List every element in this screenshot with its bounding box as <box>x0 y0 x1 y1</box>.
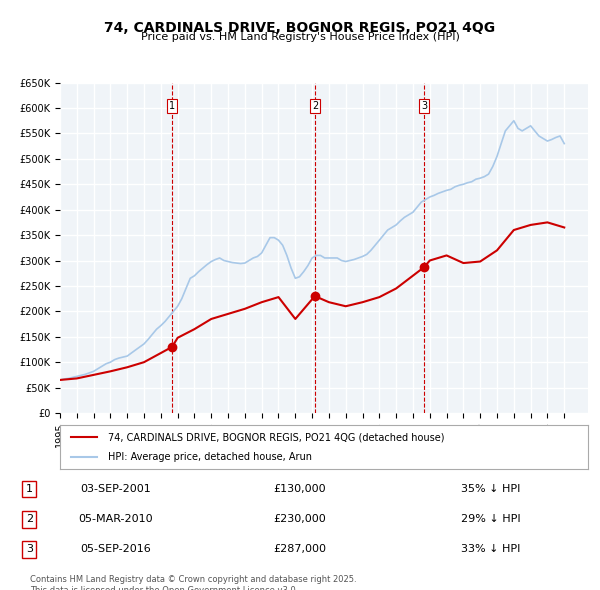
Text: 3: 3 <box>26 545 33 555</box>
Text: 35% ↓ HPI: 35% ↓ HPI <box>461 484 521 494</box>
Text: £130,000: £130,000 <box>274 484 326 494</box>
Text: Price paid vs. HM Land Registry's House Price Index (HPI): Price paid vs. HM Land Registry's House … <box>140 32 460 42</box>
Text: 05-MAR-2010: 05-MAR-2010 <box>79 514 153 524</box>
Text: 2: 2 <box>312 101 318 111</box>
Text: HPI: Average price, detached house, Arun: HPI: Average price, detached house, Arun <box>107 452 311 461</box>
Text: 2: 2 <box>26 514 33 524</box>
Text: £230,000: £230,000 <box>274 514 326 524</box>
Text: 74, CARDINALS DRIVE, BOGNOR REGIS, PO21 4QG (detached house): 74, CARDINALS DRIVE, BOGNOR REGIS, PO21 … <box>107 432 444 442</box>
Text: 03-SEP-2001: 03-SEP-2001 <box>80 484 151 494</box>
Text: 33% ↓ HPI: 33% ↓ HPI <box>461 545 521 555</box>
Text: 05-SEP-2016: 05-SEP-2016 <box>80 545 151 555</box>
Text: Contains HM Land Registry data © Crown copyright and database right 2025.
This d: Contains HM Land Registry data © Crown c… <box>30 575 356 590</box>
Text: 1: 1 <box>169 101 175 111</box>
Text: 1: 1 <box>26 484 33 494</box>
Text: 29% ↓ HPI: 29% ↓ HPI <box>461 514 521 524</box>
Text: £287,000: £287,000 <box>274 545 326 555</box>
Text: 3: 3 <box>421 101 427 111</box>
Text: 74, CARDINALS DRIVE, BOGNOR REGIS, PO21 4QG: 74, CARDINALS DRIVE, BOGNOR REGIS, PO21 … <box>104 21 496 35</box>
